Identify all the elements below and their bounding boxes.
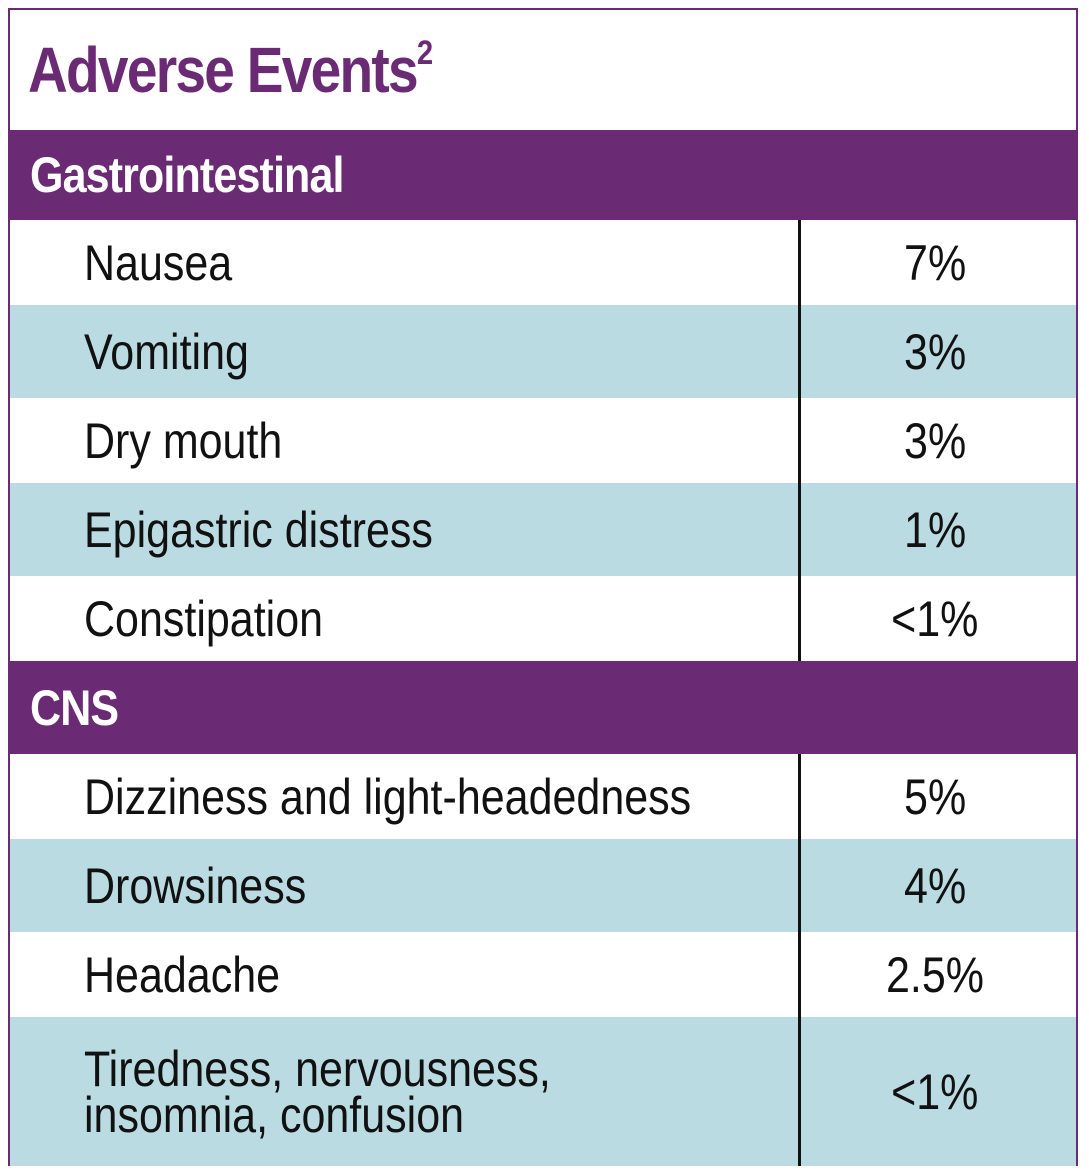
row-label: Headache xyxy=(84,946,281,1003)
row-label-line2: insomnia, confusion xyxy=(84,1086,465,1143)
table-row: Tiredness, nervousness, insomnia, confus… xyxy=(10,1017,1076,1166)
row-value: <1% xyxy=(891,1063,979,1120)
row-label: Dry mouth xyxy=(84,412,283,469)
section-header-cns: CNS xyxy=(10,661,1076,754)
column-divider xyxy=(798,220,801,661)
row-label: Drowsiness xyxy=(84,857,307,914)
title-text: Adverse Events xyxy=(28,34,419,106)
table-row: Dry mouth 3% xyxy=(10,398,1076,483)
table-row: Drowsiness 4% xyxy=(10,839,1076,932)
table-row: Headache 2.5% xyxy=(10,932,1076,1017)
title-footnote-ref: 2 xyxy=(416,34,434,72)
row-label: Epigastric distress xyxy=(84,501,433,558)
row-value: 4% xyxy=(903,857,967,914)
row-value: 1% xyxy=(903,501,967,558)
row-value: 2.5% xyxy=(885,946,985,1003)
adverse-events-table: Adverse Events2 Gastrointestinal Nausea … xyxy=(8,8,1078,1166)
table-row: Constipation <1% xyxy=(10,576,1076,661)
row-value: 3% xyxy=(903,412,967,469)
table-title: Adverse Events2 xyxy=(10,10,1076,130)
table-row: Nausea 7% xyxy=(10,220,1076,305)
table-row: Dizziness and light-headedness 5% xyxy=(10,754,1076,839)
column-divider xyxy=(798,754,801,1166)
row-value: 3% xyxy=(903,323,967,380)
table-row: Epigastric distress 1% xyxy=(10,483,1076,576)
row-label: Nausea xyxy=(84,234,233,291)
row-label: Dizziness and light-headedness xyxy=(84,768,692,825)
row-value: <1% xyxy=(891,590,979,647)
table-row: Vomiting 3% xyxy=(10,305,1076,398)
row-value: 5% xyxy=(903,768,967,825)
row-value: 7% xyxy=(903,234,967,291)
row-label-line1: Tiredness, nervousness, xyxy=(84,1040,551,1097)
row-label: Vomiting xyxy=(84,323,249,380)
row-label: Constipation xyxy=(84,590,324,647)
section-header-gastrointestinal: Gastrointestinal xyxy=(10,130,1076,220)
